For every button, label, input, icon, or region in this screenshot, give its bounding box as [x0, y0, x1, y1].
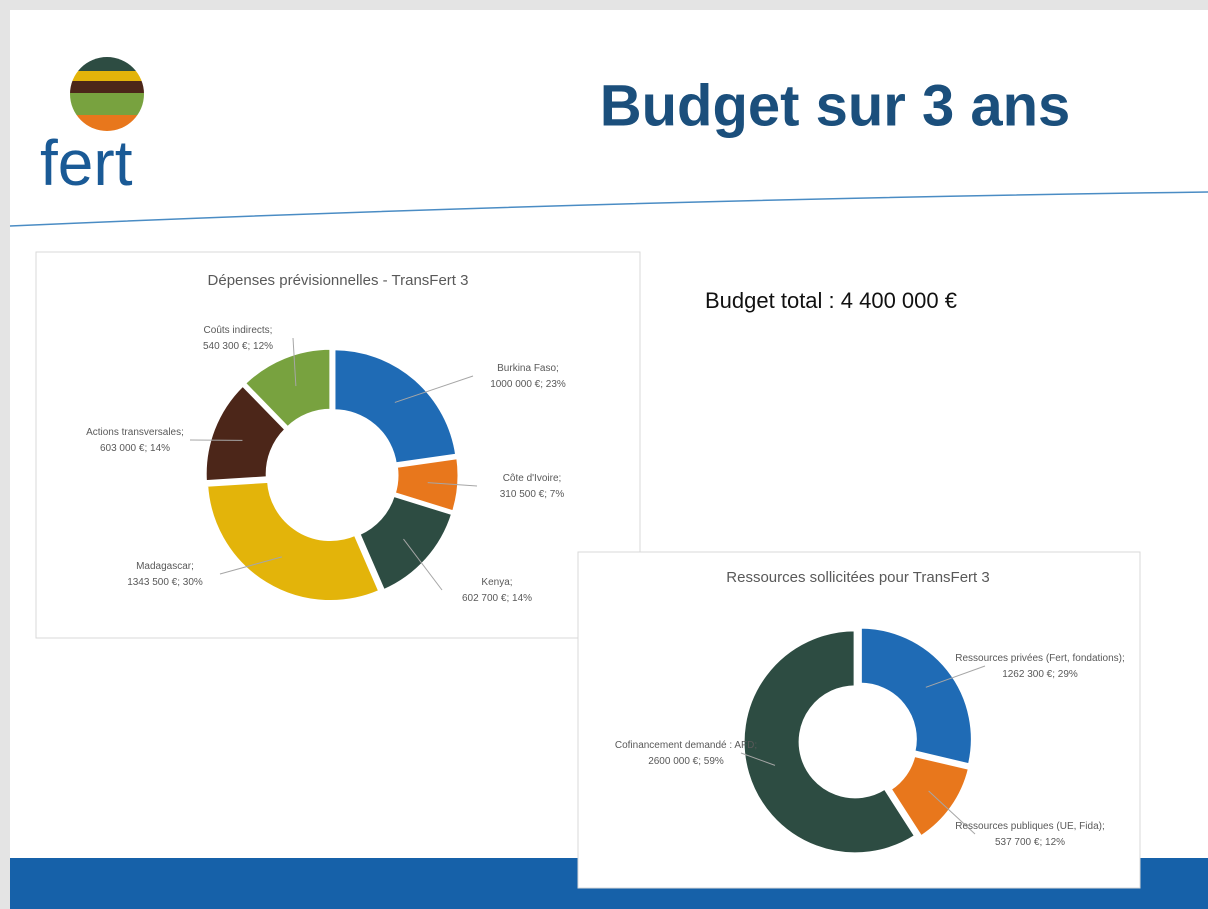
data-label: Ressources privées (Fert, fondations); 12… — [955, 653, 1125, 680]
label-value: 602 700 €; 14% — [462, 593, 532, 604]
donut-slice — [332, 347, 459, 466]
top-border — [0, 0, 1208, 10]
donut-slice — [356, 493, 455, 593]
data-label: Kenya; 602 700 €; 14% — [462, 577, 532, 604]
label-category: Kenya; — [481, 577, 512, 588]
label-value: 1000 000 €; 23% — [490, 379, 566, 390]
label-category: Côte d'Ivoire; — [503, 473, 562, 484]
data-label: Coûts indirects; 540 300 €; 12% — [203, 325, 273, 352]
leader-line — [219, 556, 282, 575]
leader-line — [292, 337, 297, 387]
data-label: Burkina Faso; 1000 000 €; 23% — [490, 363, 566, 390]
label-value: 2600 000 €; 59% — [648, 756, 724, 767]
divider — [9, 191, 1208, 227]
budget-total: Budget total : 4 400 000 € — [705, 288, 957, 313]
leader-line — [740, 752, 776, 766]
label-category: Madagascar; — [136, 561, 194, 572]
donut-slice — [203, 382, 289, 484]
chart-title: Dépenses prévisionnelles - TransFert 3 — [208, 272, 469, 289]
label-value: 540 300 €; 12% — [203, 341, 273, 352]
label-category: Ressources publiques (UE, Fida); — [955, 821, 1105, 832]
leader-line — [427, 482, 478, 487]
label-value: 1343 500 €; 30% — [127, 577, 203, 588]
data-label: Actions transversales; 603 000 €; 14% — [86, 427, 184, 454]
label-value: 310 500 €; 7% — [500, 489, 565, 500]
leader-line — [394, 375, 474, 403]
label-category: Burkina Faso; — [497, 363, 559, 374]
donut-slice — [858, 625, 974, 767]
data-label: Ressources publiques (UE, Fida); 537 700 … — [955, 821, 1105, 848]
leader-line — [403, 538, 443, 591]
data-label: Madagascar; 1343 500 €; 30% — [127, 561, 203, 588]
label-category: Ressources privées (Fert, fondations); — [955, 653, 1125, 664]
donut-slice — [242, 346, 333, 430]
label-value: 603 000 €; 14% — [100, 443, 170, 454]
logo-icon — [70, 57, 144, 131]
label-category: Cofinancement demandé : AFD; — [615, 740, 757, 751]
leader-line — [925, 665, 986, 688]
data-label: Cofinancement demandé : AFD; 2600 000 €; … — [615, 740, 757, 767]
label-value: 537 700 €; 12% — [995, 837, 1065, 848]
label-category: Actions transversales; — [86, 427, 184, 438]
chart-title: Ressources sollicitées pour TransFert 3 — [726, 569, 989, 586]
label-category: Coûts indirects; — [204, 325, 273, 336]
donut-slice — [205, 479, 382, 603]
donut-slice — [888, 753, 972, 840]
left-border — [0, 0, 10, 909]
data-label: Côte d'Ivoire; 310 500 €; 7% — [500, 473, 565, 500]
slide-title: Budget sur 3 ans — [600, 73, 1071, 138]
logo-text: fert — [40, 127, 133, 199]
donut-slice — [741, 628, 918, 856]
leader-line — [928, 790, 976, 835]
label-value: 1262 300 €; 29% — [1002, 669, 1078, 680]
donut-slice — [392, 455, 461, 514]
